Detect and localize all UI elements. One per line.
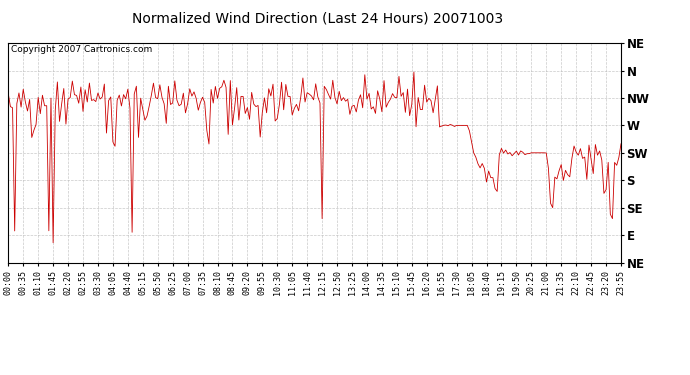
Text: Copyright 2007 Cartronics.com: Copyright 2007 Cartronics.com [11,45,152,54]
Text: Normalized Wind Direction (Last 24 Hours) 20071003: Normalized Wind Direction (Last 24 Hours… [132,11,503,25]
